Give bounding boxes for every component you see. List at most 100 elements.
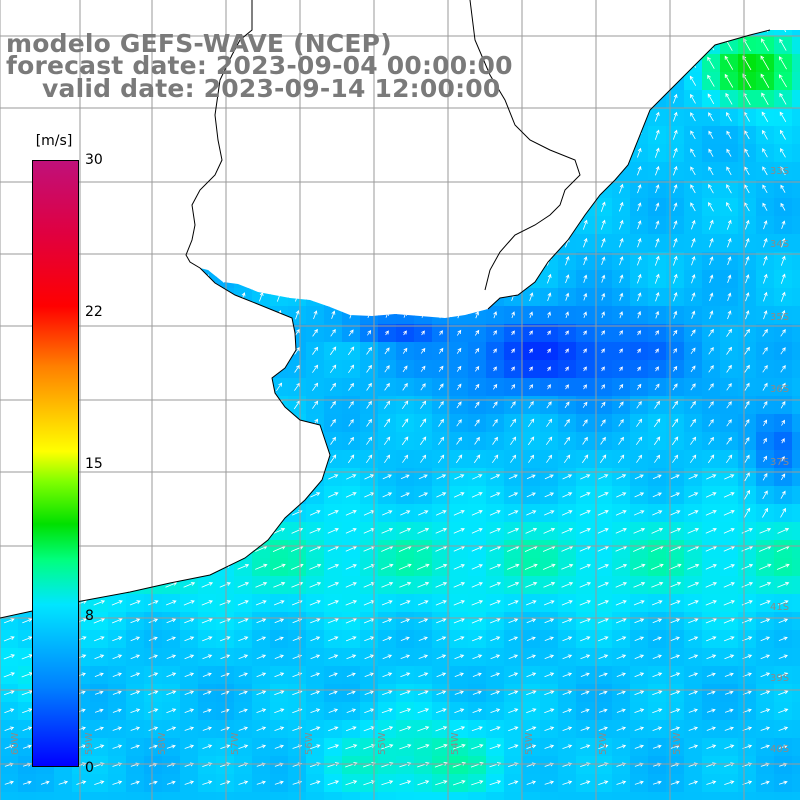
wind-arrow bbox=[3, 636, 15, 642]
wind-arrow bbox=[650, 563, 664, 570]
wind-arrow bbox=[637, 348, 641, 354]
wind-arrow bbox=[655, 310, 660, 319]
wind-arrow bbox=[543, 581, 556, 588]
wind-arrow bbox=[597, 546, 609, 552]
wind-arrow bbox=[727, 237, 732, 248]
wind-arrow bbox=[346, 654, 357, 660]
wind-arrow bbox=[402, 454, 409, 463]
wind-arrow bbox=[637, 220, 642, 230]
wind-arrow bbox=[330, 400, 336, 409]
wind-arrow bbox=[744, 472, 750, 482]
wind-arrow bbox=[651, 600, 663, 606]
wind-arrow bbox=[511, 366, 515, 372]
wind-arrow bbox=[583, 384, 587, 390]
longitude-label: 54W bbox=[450, 732, 461, 755]
wind-arrow bbox=[3, 690, 15, 696]
wind-arrow bbox=[759, 528, 772, 534]
wind-arrow bbox=[309, 582, 322, 588]
wind-arrow bbox=[348, 364, 355, 374]
wind-arrow bbox=[474, 436, 480, 445]
wind-arrow bbox=[637, 366, 641, 372]
wind-arrow bbox=[474, 329, 480, 336]
wind-arrow bbox=[565, 274, 570, 284]
wind-arrow bbox=[761, 92, 769, 105]
wind-arrow bbox=[633, 600, 645, 606]
wind-arrow bbox=[598, 744, 609, 749]
wind-arrow bbox=[436, 474, 447, 480]
wind-arrow bbox=[489, 528, 501, 534]
wind-arrow bbox=[508, 492, 519, 498]
wind-arrow bbox=[705, 600, 717, 606]
wind-arrow bbox=[148, 708, 159, 714]
wind-arrow bbox=[619, 274, 624, 284]
wind-arrow bbox=[619, 219, 624, 230]
wind-arrow bbox=[435, 726, 448, 732]
wind-arrow bbox=[489, 510, 501, 516]
wind-arrow bbox=[237, 582, 250, 588]
colorbar bbox=[32, 160, 79, 767]
wind-arrow bbox=[651, 527, 664, 534]
wind-arrow bbox=[419, 436, 427, 446]
longitude-label: 57W bbox=[230, 732, 241, 755]
wind-arrow bbox=[597, 618, 609, 624]
wind-arrow bbox=[654, 400, 660, 409]
wind-arrow bbox=[525, 600, 537, 606]
wind-arrow bbox=[670, 654, 681, 659]
wind-arrow bbox=[310, 672, 321, 677]
wind-arrow bbox=[436, 672, 447, 678]
wind-arrow bbox=[780, 507, 786, 518]
wind-arrow bbox=[781, 419, 785, 426]
wind-arrow bbox=[619, 256, 624, 266]
wind-arrow bbox=[436, 492, 447, 498]
wind-arrow bbox=[637, 292, 642, 302]
wind-arrow bbox=[634, 780, 644, 785]
valid-date: valid date: 2023-09-14 12:00:00 bbox=[42, 74, 501, 103]
wind-arrow bbox=[687, 528, 700, 534]
wind-arrow bbox=[184, 654, 195, 660]
wind-arrow bbox=[76, 780, 87, 785]
wind-arrow bbox=[309, 600, 321, 606]
wind-arrow bbox=[456, 419, 462, 427]
wind-arrow bbox=[688, 618, 699, 624]
wind-arrow bbox=[401, 400, 409, 410]
wind-arrow bbox=[582, 401, 588, 408]
wind-arrow bbox=[760, 618, 771, 624]
wind-arrow bbox=[400, 636, 410, 641]
wind-arrow bbox=[762, 365, 768, 373]
wind-arrow bbox=[166, 726, 177, 731]
wind-arrow bbox=[580, 780, 591, 785]
wind-arrow bbox=[345, 726, 357, 732]
wind-arrow bbox=[94, 726, 104, 731]
wind-arrow bbox=[544, 510, 555, 516]
wind-arrow bbox=[709, 310, 714, 320]
wind-arrow bbox=[493, 311, 498, 319]
wind-arrow bbox=[345, 636, 357, 642]
wind-arrow bbox=[453, 600, 465, 606]
wind-arrow bbox=[312, 328, 318, 337]
wind-arrow bbox=[618, 419, 624, 427]
wind-arrow bbox=[400, 618, 411, 624]
wind-arrow bbox=[781, 455, 785, 462]
wind-arrow bbox=[328, 726, 339, 732]
wind-arrow bbox=[708, 365, 714, 373]
wind-arrow bbox=[345, 780, 358, 786]
wind-arrow bbox=[255, 600, 267, 606]
wind-arrow bbox=[708, 166, 714, 176]
wind-arrow bbox=[40, 780, 50, 785]
wind-arrow bbox=[619, 348, 623, 354]
wind-arrow bbox=[652, 708, 663, 714]
wind-arrow bbox=[546, 401, 552, 409]
wind-arrow bbox=[597, 600, 609, 606]
wind-arrow bbox=[725, 454, 733, 464]
wind-arrow bbox=[690, 329, 696, 337]
wind-arrow bbox=[744, 202, 750, 212]
wind-arrow bbox=[745, 255, 750, 266]
wind-arrow bbox=[708, 201, 714, 212]
wind-arrow bbox=[706, 474, 717, 480]
wind-arrow bbox=[3, 618, 15, 624]
wind-arrow bbox=[220, 708, 230, 713]
wind-arrow bbox=[691, 256, 696, 266]
wind-arrow bbox=[472, 654, 483, 660]
wind-arrow bbox=[580, 726, 591, 731]
wind-arrow bbox=[726, 201, 732, 212]
